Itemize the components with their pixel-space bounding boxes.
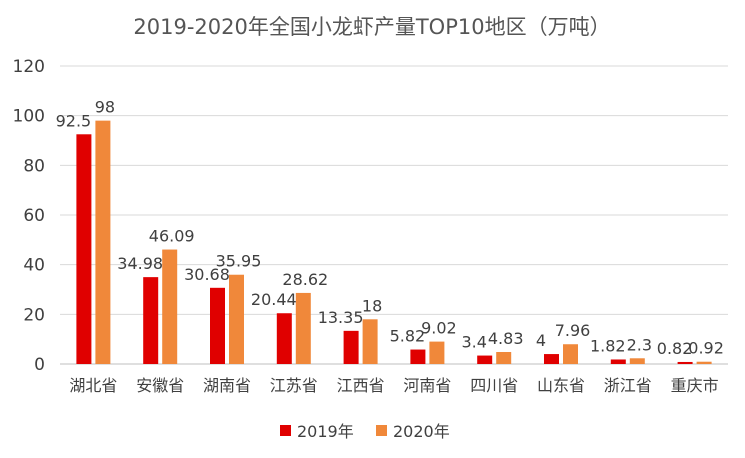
chart-title: 2019-2020年全国小龙虾产量TOP10地区（万吨） [133,15,610,39]
data-label: 7.96 [555,321,591,340]
data-label: 98 [95,98,115,117]
bar-2019年-重庆市 [677,361,693,364]
legend-swatch-2020 [376,425,387,436]
y-tick-label: 20 [23,305,45,325]
data-label: 1.82 [590,336,626,355]
x-category-label: 四川省 [470,376,518,395]
bar-2020年-湖南省 [229,274,244,364]
bar-2020年-河南省 [429,341,445,364]
data-label: 2.3 [627,335,652,354]
data-label: 20.44 [251,290,297,309]
data-label: 35.95 [216,252,262,271]
bar-2019年-湖南省 [210,287,225,364]
y-tick-label: 60 [23,206,45,226]
x-category-label: 安徽省 [136,376,184,395]
bar-2019年-山东省 [544,354,559,364]
y-tick-label: 40 [23,256,45,276]
y-tick-label: 0 [34,355,45,375]
bars [76,120,712,364]
y-tick-label: 100 [13,107,45,127]
x-category-label: 山东省 [537,376,585,395]
bar-2020年-江苏省 [295,292,311,364]
data-label: 30.68 [184,265,230,284]
y-tick-label: 80 [23,156,45,176]
data-label: 5.82 [390,327,426,346]
bar-2020年-四川省 [496,352,512,364]
x-category-label: 重庆市 [671,376,719,395]
legend-swatch-2019 [280,425,291,436]
gridlines [60,65,728,365]
bar-2019年-安徽省 [143,277,159,364]
x-category-label: 湖南省 [203,376,251,395]
bar-2019年-江西省 [343,330,359,364]
data-label: 28.62 [282,270,328,289]
bar-2019年-江苏省 [276,313,292,364]
data-label: 4 [536,331,546,350]
data-label: 9.02 [421,319,457,338]
y-tick-label: 120 [13,57,45,77]
x-category-label: 浙江省 [604,376,652,395]
bar-2020年-安徽省 [162,249,178,364]
bar-2020年-山东省 [563,344,578,364]
legend-label-2020: 2020年 [393,422,450,441]
data-label: 0.92 [688,339,724,358]
legend: 2019年 2020年 [280,422,450,441]
data-label: 34.98 [117,254,163,273]
bar-2020年-江西省 [362,319,378,364]
data-label: 13.35 [318,308,364,327]
bar-2019年-河南省 [410,349,426,364]
x-axis-categories: 湖北省 安徽省 湖南省 江苏省 江西省 河南省 四川省 山东省 浙江省 重庆市 [69,376,718,395]
data-label: 3.4 [461,333,486,352]
data-label: 18 [362,296,382,315]
bar-2019年-四川省 [477,355,493,364]
x-category-label: 江西省 [337,376,385,395]
x-category-label: 湖北省 [69,376,117,395]
x-category-label: 江苏省 [270,376,318,395]
data-label: 92.5 [56,111,92,130]
y-axis-ticks: 0 20 40 60 80 100 120 [13,57,45,375]
data-label: 46.09 [149,227,195,246]
data-label: 4.83 [488,329,524,348]
bar-2020年-浙江省 [629,358,645,364]
bar-2019年-浙江省 [610,359,626,364]
data-label: 0.82 [657,339,693,358]
legend-label-2019: 2019年 [297,422,354,441]
bar-2020年-重庆市 [696,361,712,364]
bar-2019年-湖北省 [76,134,92,364]
x-category-label: 河南省 [403,376,451,395]
bar-2020年-湖北省 [95,120,111,364]
